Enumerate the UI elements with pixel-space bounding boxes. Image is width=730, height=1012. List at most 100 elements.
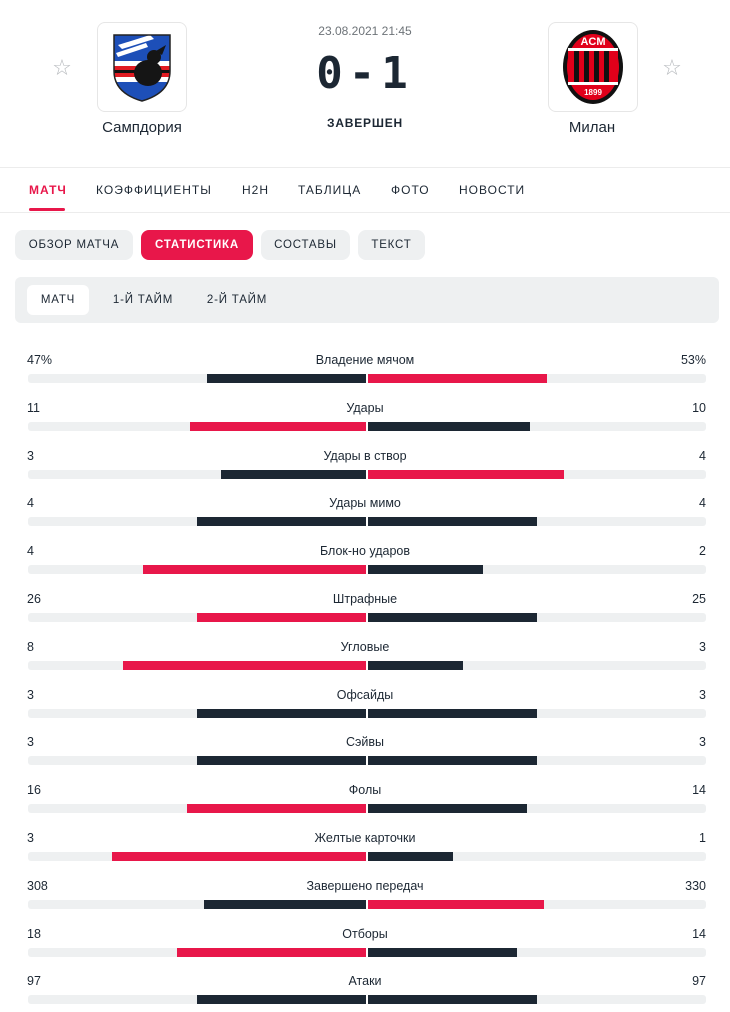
stat-row: 26 Штрафные 25: [0, 584, 730, 632]
stat-home-value: 97: [27, 974, 41, 989]
tab-table[interactable]: ТАБЛИЦА: [298, 183, 362, 197]
stat-row: 18 Отборы 14: [0, 919, 730, 967]
stat-away-bar: [368, 899, 544, 909]
stat-home-track: [28, 613, 366, 622]
stat-away-value: 10: [692, 400, 706, 415]
stat-home-track: [28, 804, 366, 814]
stat-away-track: [368, 756, 706, 766]
stat-away-track: [368, 517, 706, 527]
tab-match[interactable]: МАТЧ: [29, 183, 67, 197]
stat-away-value: 53%: [680, 353, 706, 367]
stat-away-track: [368, 565, 706, 575]
match-status: ЗАВЕРШЕН: [327, 116, 403, 130]
stat-label: Удары мимо: [329, 496, 401, 511]
stat-label: Желтые карточки: [314, 831, 416, 845]
stat-label: Офсайды: [336, 687, 394, 702]
tab-news[interactable]: НОВОСТИ: [459, 183, 526, 197]
stat-row: 308 Завершено передач 330: [0, 871, 730, 919]
stat-home-track: [28, 660, 366, 670]
stat-row: 16 Фолы 14: [0, 775, 730, 823]
home-team-logo[interactable]: [97, 22, 187, 112]
favorite-away-star-icon[interactable]: ☆: [662, 55, 682, 80]
subtab-lineups[interactable]: СОСТАВЫ: [261, 230, 350, 260]
stat-label: Отборы: [342, 926, 388, 941]
stat-home-track: [28, 899, 366, 909]
stat-home-value: 8: [27, 639, 34, 654]
stat-home-value: 3: [27, 831, 34, 845]
stat-away-value: 97: [692, 974, 706, 989]
stat-away-track: [368, 804, 706, 814]
stat-away-track: [368, 374, 706, 383]
stat-row: 97 Атаки 97: [0, 966, 730, 1012]
stat-away-track: [368, 421, 706, 431]
stat-row: 4 Удары мимо 4: [0, 488, 730, 536]
stat-home-track: [28, 469, 366, 479]
tab-photo[interactable]: ФОТО: [391, 183, 430, 197]
period-tab-match[interactable]: МАТЧ: [27, 285, 89, 315]
stat-row: 47% Владение мячом 53%: [0, 345, 730, 393]
stat-home-bar: [221, 469, 366, 479]
stat-row: 3 Желтые карточки 1: [0, 823, 730, 871]
tab-h2h[interactable]: H2H: [242, 183, 270, 197]
stat-home-value: 3: [27, 687, 34, 702]
stat-label: Владение мячом: [315, 353, 415, 367]
main-tabs: МАТЧ КОЭФФИЦИЕНТЫ H2H ТАБЛИЦА ФОТО НОВОС…: [0, 169, 730, 213]
period-tab-second-half[interactable]: 2-Й ТАЙМ: [206, 294, 268, 306]
stat-away-value: 2: [699, 544, 706, 559]
stat-home-bar: [204, 899, 366, 909]
stat-row: 3 Офсайды 3: [0, 680, 730, 728]
sampdoria-crest-icon: [113, 34, 171, 102]
period-tab-first-half[interactable]: 1-Й ТАЙМ: [112, 294, 174, 306]
stat-label: Угловые: [340, 639, 390, 654]
stat-row: 8 Угловые 3: [0, 632, 730, 680]
stat-away-track: [368, 708, 706, 718]
stat-away-track: [368, 899, 706, 909]
stat-away-bar: [368, 565, 483, 575]
stat-away-track: [368, 660, 706, 670]
stat-label: Блок-но ударов: [319, 544, 411, 559]
stat-home-value: 11: [27, 400, 40, 415]
stat-home-track: [28, 517, 366, 527]
stat-away-track: [368, 947, 706, 957]
tab-odds[interactable]: КОЭФФИЦИЕНТЫ: [96, 183, 212, 197]
stat-away-value: 4: [699, 496, 706, 511]
stat-home-bar: [112, 852, 366, 861]
stat-home-bar: [197, 613, 366, 622]
stat-away-value: 1: [699, 831, 706, 845]
subtab-statistics[interactable]: СТАТИСТИКА: [141, 230, 253, 260]
stat-away-track: [368, 613, 706, 622]
stat-label: Сэйвы: [345, 735, 384, 750]
subtab-text[interactable]: ТЕКСТ: [358, 230, 425, 260]
stat-row: 3 Сэйвы 3: [0, 727, 730, 775]
stat-home-value: 18: [27, 926, 41, 941]
subtab-overview[interactable]: ОБЗОР МАТЧА: [15, 230, 133, 260]
stat-home-track: [28, 565, 366, 575]
stat-away-value: 4: [699, 448, 706, 463]
sub-tabs: ОБЗОР МАТЧА СТАТИСТИКА СОСТАВЫ ТЕКСТ: [0, 230, 730, 260]
stat-home-bar: [197, 517, 366, 527]
stat-row: 3 Удары в створ 4: [0, 441, 730, 489]
home-team-name[interactable]: Сампдория: [102, 119, 182, 136]
stat-home-bar: [143, 565, 366, 575]
stat-home-track: [28, 708, 366, 718]
away-team-logo[interactable]: ACM 1899: [548, 22, 638, 112]
milan-crest-text-bottom: 1899: [584, 88, 602, 97]
stat-label: Фолы: [348, 783, 382, 798]
favorite-home-star-icon[interactable]: ☆: [52, 55, 72, 80]
stat-label: Удары в створ: [323, 448, 407, 463]
stat-away-bar: [368, 852, 453, 861]
stat-home-value: 4: [27, 496, 34, 511]
stat-home-bar: [123, 660, 366, 670]
stat-home-track: [28, 995, 366, 1005]
stat-label: Атаки: [348, 974, 382, 989]
stat-home-bar: [197, 756, 366, 766]
stat-home-value: 16: [27, 783, 41, 798]
stat-away-bar: [368, 756, 537, 766]
period-selector: МАТЧ 1-Й ТАЙМ 2-Й ТАЙМ: [15, 277, 719, 323]
away-team-name[interactable]: Милан: [568, 119, 616, 136]
active-tab-indicator: [29, 208, 65, 211]
stat-away-track: [368, 852, 706, 861]
stat-away-bar: [368, 995, 537, 1005]
stat-home-track: [28, 852, 366, 861]
stat-home-track: [28, 756, 366, 766]
